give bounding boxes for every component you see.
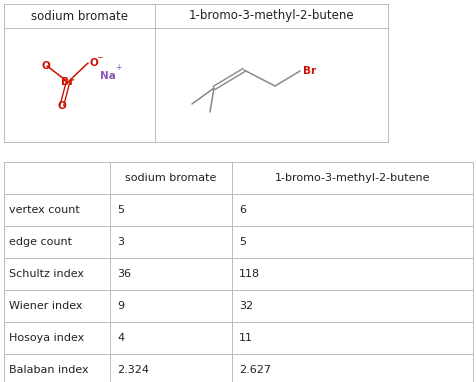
Text: 11: 11 bbox=[239, 333, 253, 343]
Text: Wiener index: Wiener index bbox=[9, 301, 82, 311]
Text: Hosoya index: Hosoya index bbox=[9, 333, 84, 343]
Text: 1-bromo-3-methyl-2-butene: 1-bromo-3-methyl-2-butene bbox=[188, 10, 354, 23]
Text: 9: 9 bbox=[117, 301, 124, 311]
Text: sodium bromate: sodium bromate bbox=[125, 173, 217, 183]
Text: Br: Br bbox=[61, 77, 75, 87]
Text: Br: Br bbox=[303, 66, 316, 76]
Text: 5: 5 bbox=[117, 205, 124, 215]
Text: Balaban index: Balaban index bbox=[9, 365, 89, 375]
Text: 1-bromo-3-methyl-2-butene: 1-bromo-3-methyl-2-butene bbox=[275, 173, 430, 183]
Text: O: O bbox=[89, 58, 98, 68]
Text: −: − bbox=[96, 53, 102, 63]
Text: 6: 6 bbox=[239, 205, 246, 215]
Text: O: O bbox=[58, 101, 66, 111]
Text: 5: 5 bbox=[239, 237, 246, 247]
Text: O: O bbox=[41, 61, 50, 71]
Text: 32: 32 bbox=[239, 301, 253, 311]
Text: sodium bromate: sodium bromate bbox=[31, 10, 128, 23]
Text: 118: 118 bbox=[239, 269, 260, 279]
Text: vertex count: vertex count bbox=[9, 205, 80, 215]
Text: 4: 4 bbox=[117, 333, 124, 343]
Text: +: + bbox=[115, 63, 121, 73]
Text: Schultz index: Schultz index bbox=[9, 269, 84, 279]
Text: 3: 3 bbox=[117, 237, 124, 247]
Text: edge count: edge count bbox=[9, 237, 72, 247]
Text: 36: 36 bbox=[117, 269, 131, 279]
Text: Na: Na bbox=[100, 71, 116, 81]
Text: 2.324: 2.324 bbox=[117, 365, 149, 375]
Text: 2.627: 2.627 bbox=[239, 365, 271, 375]
